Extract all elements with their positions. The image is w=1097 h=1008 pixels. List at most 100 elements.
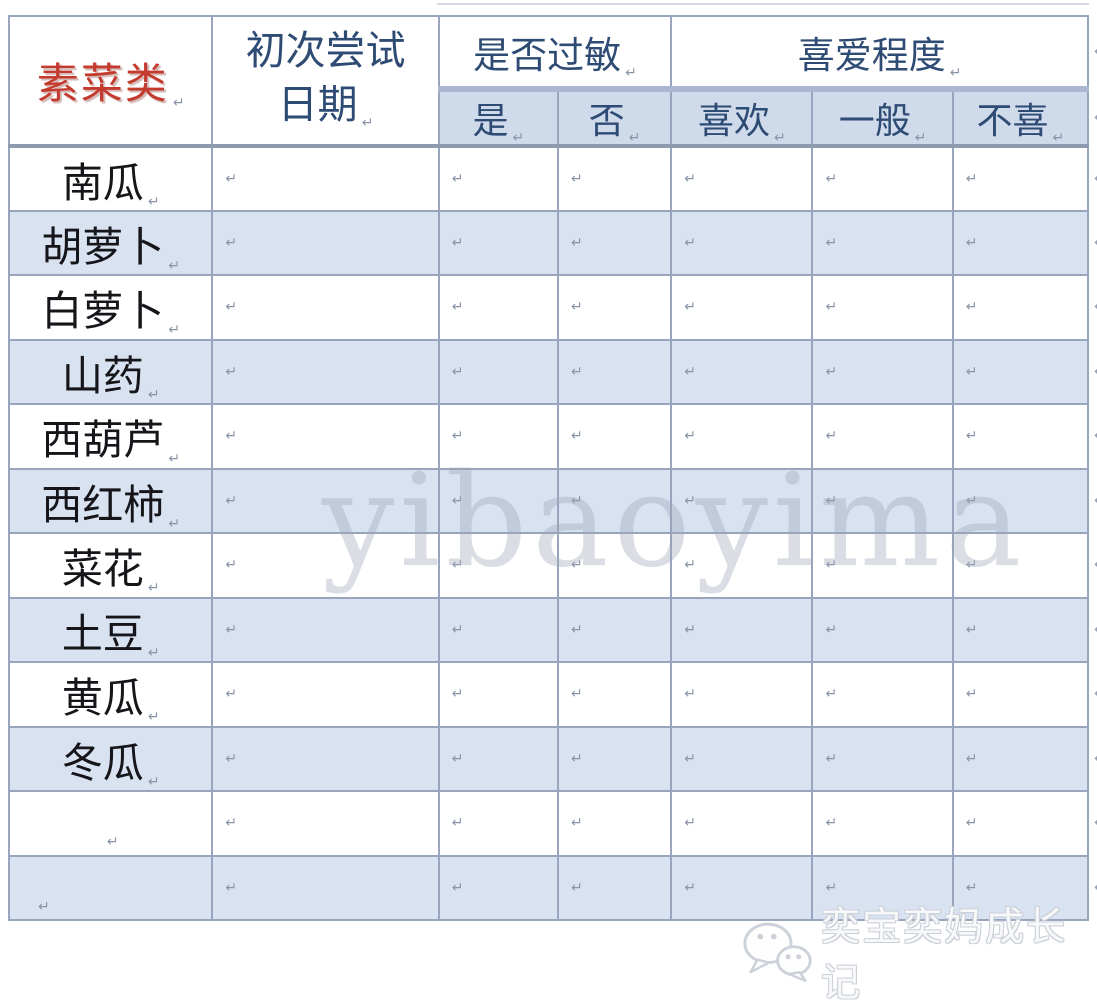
- paragraph-mark-icon: ↵: [512, 130, 525, 146]
- date-cell[interactable]: ↵: [211, 661, 440, 728]
- table-row: 黄瓜↵↵↵↵↵↵↵↵: [7, 661, 1097, 728]
- row-end-mark-icon: ↵: [1094, 429, 1097, 444]
- allergy-no-cell[interactable]: ↵: [556, 274, 673, 341]
- like-cell[interactable]: ↵: [670, 532, 814, 599]
- allergy-yes-cell[interactable]: ↵: [437, 338, 559, 405]
- neutral-cell[interactable]: ↵: [811, 661, 954, 728]
- like-cell[interactable]: ↵: [670, 209, 814, 276]
- paragraph-mark-icon: ↵: [168, 322, 181, 339]
- like-cell[interactable]: ↵: [670, 403, 814, 470]
- dislike-cell[interactable]: ↵↵: [951, 145, 1097, 212]
- paragraph-mark-icon: ↵: [147, 193, 160, 210]
- paragraph-mark-icon: ↵: [825, 428, 838, 445]
- neutral-cell[interactable]: ↵: [811, 725, 954, 792]
- like-cell[interactable]: ↵: [670, 661, 814, 728]
- row-end-mark-icon: ↵: [1094, 622, 1097, 637]
- allergy-no-cell[interactable]: ↵: [556, 467, 673, 534]
- neutral-cell[interactable]: ↵: [811, 854, 954, 921]
- paragraph-mark-icon: ↵: [451, 428, 464, 445]
- allergy-no-cell[interactable]: ↵: [556, 661, 673, 728]
- table-row: 土豆↵↵↵↵↵↵↵↵: [7, 596, 1097, 663]
- paragraph-mark-icon: ↵: [965, 879, 978, 896]
- row-label: 西葫芦: [41, 417, 165, 464]
- like-cell[interactable]: ↵: [670, 145, 814, 212]
- allergy-yes-cell[interactable]: ↵: [437, 209, 559, 276]
- allergy-yes-cell[interactable]: ↵: [437, 467, 559, 534]
- dislike-cell[interactable]: ↵↵: [951, 274, 1097, 341]
- paragraph-mark-icon: ↵: [570, 557, 583, 574]
- dislike-cell[interactable]: ↵↵: [951, 725, 1097, 792]
- date-cell[interactable]: ↵: [211, 209, 440, 276]
- neutral-cell[interactable]: ↵: [811, 467, 954, 534]
- row-end-mark-icon: ↵: [1094, 816, 1097, 831]
- allergy-yes-cell[interactable]: ↵: [437, 532, 559, 599]
- paragraph-mark-icon: ↵: [147, 773, 160, 790]
- date-cell[interactable]: ↵: [211, 790, 440, 857]
- allergy-yes-cell[interactable]: ↵: [437, 725, 559, 792]
- allergy-yes-cell[interactable]: ↵: [437, 274, 559, 341]
- paragraph-mark-icon: ↵: [451, 299, 464, 316]
- dislike-cell[interactable]: ↵↵: [951, 661, 1097, 728]
- row-end-mark-icon: ↵: [1094, 493, 1097, 508]
- paragraph-mark-icon: ↵: [965, 428, 978, 445]
- neutral-cell[interactable]: ↵: [811, 209, 954, 276]
- paragraph-mark-icon: ↵: [825, 686, 838, 703]
- dislike-cell[interactable]: ↵↵: [951, 854, 1097, 921]
- allergy-yes-cell[interactable]: ↵: [437, 403, 559, 470]
- allergy-no-cell[interactable]: ↵: [556, 725, 673, 792]
- neutral-cell[interactable]: ↵: [811, 274, 954, 341]
- dislike-cell[interactable]: ↵↵: [951, 209, 1097, 276]
- allergy-yes-cell[interactable]: ↵: [437, 854, 559, 921]
- neutral-cell[interactable]: ↵: [811, 532, 954, 599]
- like-cell[interactable]: ↵: [670, 467, 814, 534]
- like-cell[interactable]: ↵: [670, 338, 814, 405]
- date-cell[interactable]: ↵: [211, 596, 440, 663]
- date-cell[interactable]: ↵: [211, 274, 440, 341]
- neutral-cell[interactable]: ↵: [811, 790, 954, 857]
- date-cell[interactable]: ↵: [211, 145, 440, 212]
- date-cell[interactable]: ↵: [211, 532, 440, 599]
- paragraph-mark-icon: ↵: [451, 686, 464, 703]
- date-cell[interactable]: ↵: [211, 725, 440, 792]
- paragraph-mark-icon: ↵: [106, 834, 119, 851]
- date-cell[interactable]: ↵: [211, 467, 440, 534]
- neutral-cell[interactable]: ↵: [811, 596, 954, 663]
- allergy-no-cell[interactable]: ↵: [556, 403, 673, 470]
- allergy-no-cell[interactable]: ↵: [556, 209, 673, 276]
- dislike-cell[interactable]: ↵↵: [951, 596, 1097, 663]
- allergy-yes-cell[interactable]: ↵: [437, 145, 559, 212]
- allergy-yes-cell[interactable]: ↵: [437, 596, 559, 663]
- date-cell[interactable]: ↵: [211, 403, 440, 470]
- allergy-yes-cell[interactable]: ↵: [437, 790, 559, 857]
- allergy-yes-cell[interactable]: ↵: [437, 661, 559, 728]
- like-cell[interactable]: ↵: [670, 596, 814, 663]
- allergy-no-cell[interactable]: ↵: [556, 854, 673, 921]
- subheader-like-label: 喜欢: [697, 101, 770, 141]
- paragraph-mark-icon: ↵: [570, 428, 583, 445]
- like-cell[interactable]: ↵: [670, 274, 814, 341]
- like-cell[interactable]: ↵: [670, 854, 814, 921]
- dislike-cell[interactable]: ↵↵: [951, 403, 1097, 470]
- dislike-cell[interactable]: ↵↵: [951, 790, 1097, 857]
- neutral-cell[interactable]: ↵: [811, 145, 954, 212]
- date-cell[interactable]: ↵: [211, 338, 440, 405]
- allergy-no-cell[interactable]: ↵: [556, 790, 673, 857]
- dislike-cell[interactable]: ↵↵: [951, 532, 1097, 599]
- table-row: 菜花↵↵↵↵↵↵↵↵: [7, 532, 1097, 599]
- neutral-cell[interactable]: ↵: [811, 403, 954, 470]
- allergy-no-cell[interactable]: ↵: [556, 338, 673, 405]
- dislike-cell[interactable]: ↵↵: [951, 338, 1097, 405]
- dislike-cell[interactable]: ↵↵: [951, 467, 1097, 534]
- row-end-mark-icon: ↵: [1094, 44, 1097, 59]
- corner-header-cell: 素菜类 ↵: [7, 15, 214, 148]
- row-end-mark-icon: ↵: [1094, 558, 1097, 573]
- allergy-no-cell[interactable]: ↵: [556, 532, 673, 599]
- allergy-no-cell[interactable]: ↵: [556, 145, 673, 212]
- date-cell[interactable]: ↵: [211, 854, 440, 921]
- row-label-cell: 白萝卜 ↵: [7, 274, 214, 341]
- like-cell[interactable]: ↵: [670, 790, 814, 857]
- allergy-no-cell[interactable]: ↵: [556, 596, 673, 663]
- like-cell[interactable]: ↵: [670, 725, 814, 792]
- date-header-line2: 日期 ↵: [213, 78, 437, 141]
- neutral-cell[interactable]: ↵: [811, 338, 954, 405]
